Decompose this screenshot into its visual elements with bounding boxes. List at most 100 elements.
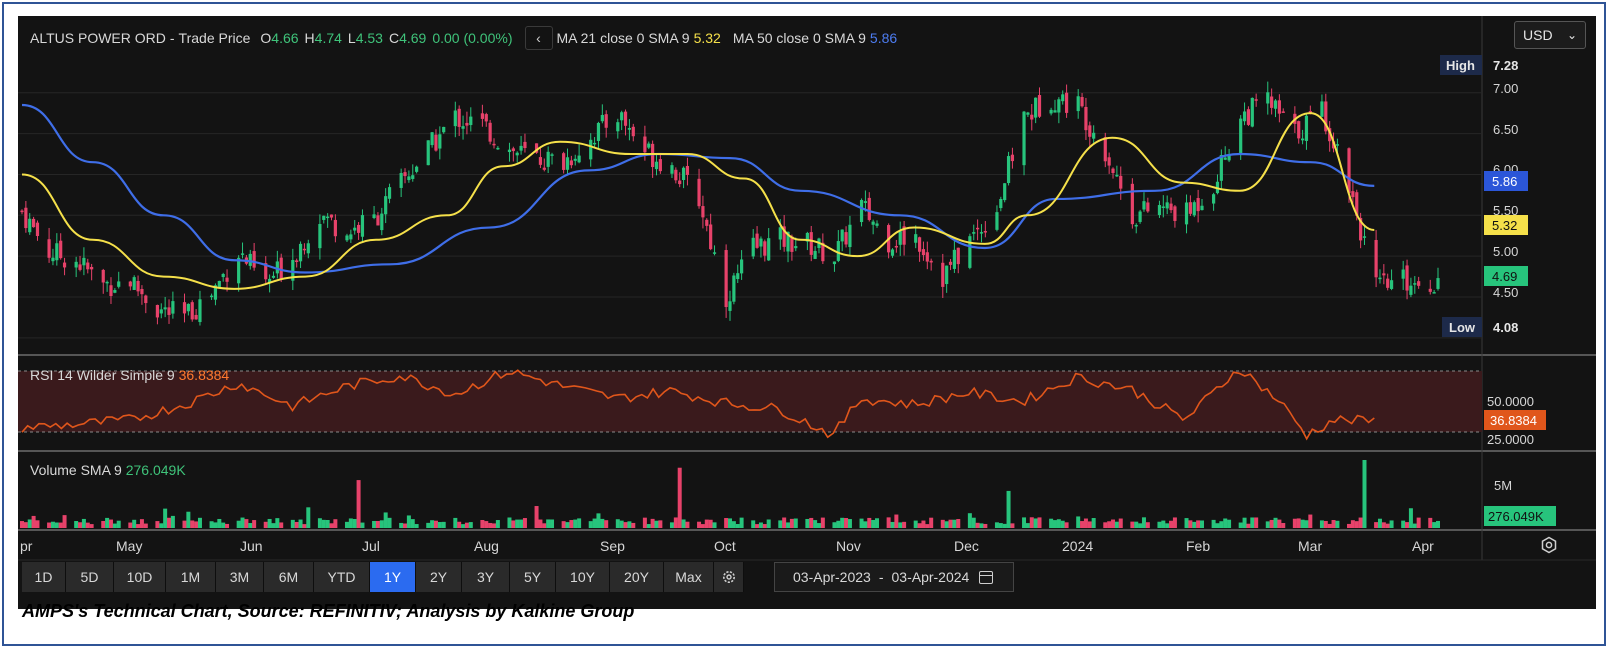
currency-select[interactable]: USD ⌄	[1514, 21, 1586, 49]
volume-bar-28	[167, 517, 172, 528]
volume-bar-216	[1188, 520, 1193, 528]
range-toolbar: 1D 5D 10D 1M 3M 6M YTD 1Y 2Y 3Y 5Y 10Y 2…	[22, 562, 744, 592]
candle-body-79	[442, 126, 446, 133]
volume-bar-141	[782, 517, 787, 528]
volume-bar-35	[209, 521, 214, 528]
candle-body-21	[132, 277, 136, 290]
candle-body-41	[240, 253, 245, 255]
candle-body-139	[767, 238, 771, 261]
volume-bar-70	[399, 522, 404, 528]
x-label-pr: pr	[20, 538, 33, 554]
volume-bar-190	[1049, 518, 1054, 528]
volume-bar-91	[511, 520, 516, 528]
volume-bar-204	[1118, 518, 1123, 528]
candle-body-206	[1134, 224, 1138, 227]
candle-body-14	[90, 266, 94, 270]
candle-body-146	[809, 232, 813, 255]
volume-bar-110	[615, 519, 620, 528]
volume-bar-247	[1354, 521, 1359, 528]
volume-bar-75	[426, 522, 431, 528]
x-axis: pr May Jun Jul Aug Sep Oct Nov Dec 2024 …	[20, 538, 1434, 554]
collapse-legend-button[interactable]: ‹	[524, 26, 553, 50]
candle-body-261	[1432, 292, 1436, 294]
volume-bar-196	[1080, 521, 1085, 528]
range-20y-button[interactable]: 20Y	[610, 562, 664, 592]
candle-body-217	[1192, 202, 1196, 216]
volume-bar-260	[1428, 517, 1433, 528]
volume-bar-229	[1254, 517, 1259, 528]
range-1y-button[interactable]: 1Y	[370, 562, 416, 592]
volume-bar-242	[1327, 523, 1332, 528]
volume-bar-25	[155, 521, 160, 528]
range-2y-button[interactable]: 2Y	[416, 562, 462, 592]
volume-bar-259	[1416, 517, 1421, 528]
candle-body-88	[492, 143, 496, 146]
candle-body-168	[925, 252, 929, 262]
candle-body-118	[654, 161, 659, 170]
candle-body-80	[453, 110, 457, 127]
volume-bar-185	[1022, 517, 1027, 528]
volume-bar-163	[898, 522, 903, 528]
range-ytd-button[interactable]: YTD	[314, 562, 370, 592]
candle-body-193	[1061, 94, 1065, 102]
ma50-line	[21, 103, 1375, 274]
candle-body-248	[1359, 217, 1363, 241]
ma50-badge: 5.86	[1492, 174, 1517, 189]
volume-bar-112	[623, 522, 628, 528]
candle-body-104	[577, 155, 581, 163]
gear-icon	[722, 571, 735, 583]
range-3m-button[interactable]: 3M	[216, 562, 264, 592]
date-from: 03-Apr-2023	[793, 569, 871, 585]
range-max-button[interactable]: Max	[664, 562, 714, 592]
volume-bar-106	[592, 518, 597, 528]
volume-bar-44	[252, 520, 257, 528]
volume-bar-50	[290, 519, 295, 528]
range-6m-button[interactable]: 6M	[264, 562, 314, 592]
volume-bar-48	[275, 518, 280, 528]
candle-body-97	[542, 167, 546, 170]
volume-bar-230	[1265, 521, 1270, 528]
toolbar-settings-button[interactable]	[714, 562, 744, 592]
candle-body-69	[387, 187, 392, 199]
range-10d-button[interactable]: 10D	[114, 562, 166, 592]
volume-bar-254	[1389, 520, 1394, 528]
candle-body-84	[469, 116, 473, 126]
volume-bar-164	[902, 521, 907, 528]
volume-bar-173	[952, 519, 957, 528]
range-1m-button[interactable]: 1M	[166, 562, 216, 592]
volume-bar-103	[573, 519, 578, 528]
candle-body-255	[1401, 269, 1405, 279]
candle-body-220	[1212, 194, 1216, 204]
chart-settings-icon[interactable]	[1540, 536, 1558, 554]
volume-bar-126	[700, 524, 705, 528]
volume-bar-208	[1141, 517, 1146, 528]
candle-body-149	[821, 242, 825, 262]
volume-bar-53	[302, 524, 307, 528]
candle-body-205	[1130, 183, 1134, 225]
candle-body-36	[213, 285, 218, 300]
volume-bar-251	[1377, 518, 1382, 528]
volume-bar-10	[74, 521, 79, 528]
volume-bar-184	[1010, 523, 1015, 528]
volume-bar-27	[163, 508, 168, 528]
candle-body-227	[1246, 109, 1251, 125]
volume-bar-214	[1172, 517, 1177, 528]
range-5d-button[interactable]: 5D	[66, 562, 114, 592]
range-5y-button[interactable]: 5Y	[510, 562, 556, 592]
volume-bar-250	[1374, 522, 1379, 528]
date-range-picker[interactable]: 03-Apr-2023 - 03-Apr-2024	[774, 562, 1014, 592]
range-1d-button[interactable]: 1D	[22, 562, 66, 592]
volume-bar-132	[731, 521, 736, 528]
candle-body-77	[434, 134, 438, 151]
candle-body-189	[1037, 95, 1042, 117]
candle-body-10	[74, 261, 78, 268]
candle-body-13	[86, 262, 90, 270]
range-10y-button[interactable]: 10Y	[556, 562, 610, 592]
volume-bar-153	[844, 518, 849, 528]
volume-bar-162	[894, 514, 899, 528]
volume-bar-117	[650, 518, 655, 528]
range-3y-button[interactable]: 3Y	[462, 562, 510, 592]
x-label-jun: Jun	[240, 538, 263, 554]
candle-body-34	[198, 299, 202, 323]
candle-body-59	[333, 219, 337, 237]
